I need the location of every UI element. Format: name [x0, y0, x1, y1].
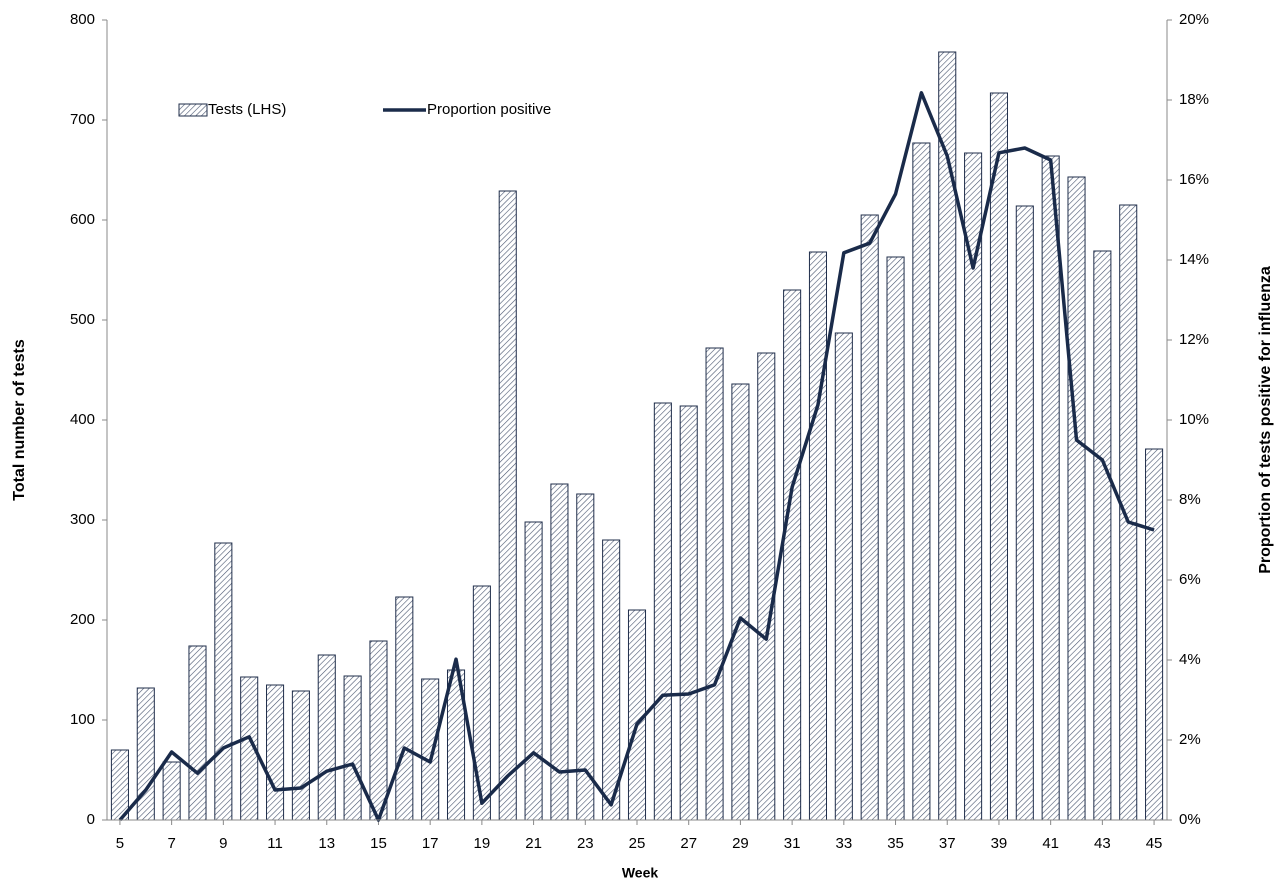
x-tick-label: 31	[784, 835, 801, 852]
y2-tick-label: 12%	[1179, 331, 1209, 348]
bar	[1015, 205, 1034, 821]
bar	[136, 687, 155, 821]
bar	[369, 640, 388, 821]
y-tick-label: 600	[70, 211, 95, 228]
y2-tick-label: 14%	[1179, 251, 1209, 268]
y-tick-label: 0	[87, 811, 95, 828]
x-tick-label: 23	[577, 835, 594, 852]
x-tick-label: 45	[1146, 835, 1163, 852]
bar	[989, 92, 1008, 821]
legend-swatch	[178, 103, 208, 117]
y2-tick-label: 20%	[1179, 11, 1209, 28]
y2-tick-label: 6%	[1179, 571, 1201, 588]
bar	[757, 352, 776, 821]
y2-axis-label: Proportion of tests positive for influen…	[1257, 266, 1274, 574]
line	[118, 91, 1155, 822]
y-axis-label: Total number of tests	[11, 339, 28, 501]
y-tick-label: 300	[70, 511, 95, 528]
y2-tick-label: 0%	[1179, 811, 1201, 828]
y2-tick-label: 18%	[1179, 91, 1209, 108]
bar	[731, 383, 750, 821]
bar	[1067, 176, 1086, 821]
bar	[886, 256, 905, 821]
bar	[860, 214, 879, 821]
bar	[110, 749, 129, 821]
y-tick-label: 500	[70, 311, 95, 328]
x-tick-label: 7	[167, 835, 175, 852]
legend-label: Tests (LHS)	[208, 101, 286, 118]
bar	[343, 675, 362, 821]
y2-tick-label: 2%	[1179, 731, 1201, 748]
y-tick-label: 700	[70, 111, 95, 128]
x-tick-label: 11	[267, 835, 283, 852]
bar	[1041, 155, 1060, 821]
bar	[679, 405, 698, 821]
y-tick-label: 800	[70, 11, 95, 28]
bar	[395, 596, 414, 821]
bar	[938, 51, 957, 821]
x-tick-label: 39	[991, 835, 1008, 852]
x-tick-label: 15	[370, 835, 387, 852]
bar	[498, 190, 517, 821]
bar	[188, 645, 207, 821]
bar	[912, 142, 931, 821]
bar	[524, 521, 543, 821]
legend-label: Proportion positive	[427, 101, 551, 118]
y2-tick-label: 8%	[1179, 491, 1201, 508]
bar	[266, 684, 285, 821]
x-tick-label: 5	[116, 835, 124, 852]
y2-tick-label: 16%	[1179, 171, 1209, 188]
bar	[1119, 204, 1138, 821]
x-tick-label: 27	[680, 835, 697, 852]
x-tick-label: 37	[939, 835, 956, 852]
x-tick-label: 33	[835, 835, 852, 852]
y-tick-label: 400	[70, 411, 95, 428]
bar	[1145, 448, 1164, 821]
bar	[705, 347, 724, 821]
x-tick-label: 21	[525, 835, 542, 852]
bar	[421, 678, 440, 821]
y2-tick-label: 4%	[1179, 651, 1201, 668]
bar	[317, 654, 336, 821]
bar	[162, 761, 181, 821]
bar	[214, 542, 233, 821]
x-tick-label: 17	[422, 835, 439, 852]
x-tick-label: 43	[1094, 835, 1111, 852]
bar	[291, 690, 310, 821]
bar	[783, 289, 802, 821]
x-axis-label: Week	[622, 865, 659, 881]
y-tick-label: 100	[70, 711, 95, 728]
bar	[964, 152, 983, 821]
y-tick-label: 200	[70, 611, 95, 628]
x-tick-label: 13	[318, 835, 335, 852]
x-tick-label: 25	[629, 835, 646, 852]
bar	[472, 585, 491, 821]
bar	[834, 332, 853, 821]
x-tick-label: 35	[887, 835, 904, 852]
x-tick-label: 9	[219, 835, 227, 852]
x-tick-label: 19	[474, 835, 491, 852]
bar	[808, 251, 828, 821]
bar	[1093, 250, 1112, 821]
bar	[602, 539, 621, 821]
bar	[653, 402, 672, 821]
y2-tick-label: 10%	[1179, 411, 1209, 428]
x-tick-label: 29	[732, 835, 749, 852]
x-tick-label: 41	[1042, 835, 1059, 852]
